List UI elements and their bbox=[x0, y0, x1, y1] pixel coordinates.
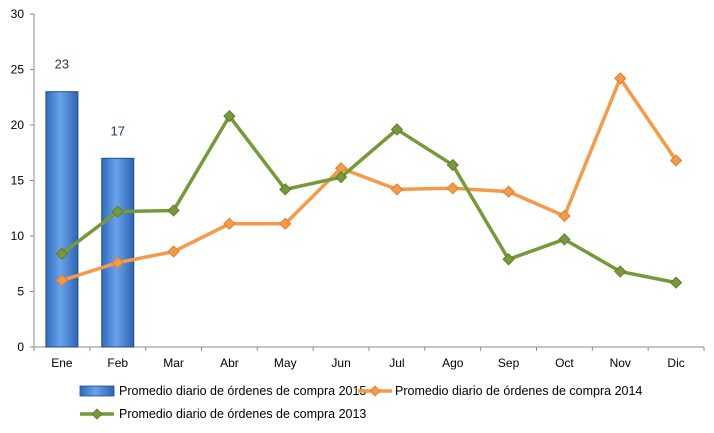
line-series bbox=[55, 72, 683, 289]
x-tick-label: Jul bbox=[389, 356, 404, 370]
point-marker bbox=[446, 182, 459, 195]
x-tick-label: Nov bbox=[610, 356, 631, 370]
point-marker bbox=[669, 276, 683, 289]
y-tick-label: 20 bbox=[11, 118, 25, 132]
y-tick-label: 5 bbox=[17, 285, 24, 299]
series-line-2014 bbox=[61, 76, 678, 283]
point-marker bbox=[614, 72, 627, 85]
x-tick-label: Feb bbox=[107, 356, 128, 370]
point-marker bbox=[669, 154, 683, 167]
tick-labels: 0 5 10 15 20 25 30 Ene Feb Mar Abr May Jun Jul Ago Sep O… bbox=[11, 7, 685, 370]
point-marker bbox=[334, 171, 348, 184]
bar bbox=[45, 91, 79, 348]
point-marker bbox=[390, 183, 404, 196]
y-tick-label: 0 bbox=[17, 340, 24, 354]
y-tick-label: 15 bbox=[11, 174, 25, 188]
point-marker bbox=[502, 253, 515, 266]
y-tick-label: 10 bbox=[11, 229, 25, 243]
x-tick-label: May bbox=[274, 356, 297, 370]
point-marker bbox=[390, 123, 404, 136]
series-line-2013 bbox=[60, 114, 677, 285]
bar bbox=[101, 157, 135, 348]
point-marker bbox=[279, 217, 292, 230]
x-tick-label: Mar bbox=[163, 356, 184, 370]
legend-label-2015: Promedio diario de órdenes de compra 201… bbox=[119, 384, 367, 398]
x-tick-label: Dic bbox=[667, 356, 684, 370]
point-marker bbox=[111, 256, 124, 269]
legend-swatch-2013 bbox=[80, 408, 114, 420]
point-marker bbox=[223, 217, 236, 230]
x-tick-label: Sep bbox=[498, 356, 520, 370]
legend-label-2013: Promedio diario de órdenes de compra 201… bbox=[119, 407, 367, 421]
point-marker bbox=[446, 158, 459, 172]
legend-swatch-2015 bbox=[79, 385, 115, 397]
legend-swatch-2014 bbox=[358, 385, 392, 397]
bar-series-2015 bbox=[45, 91, 135, 348]
x-tick-label: Ene bbox=[51, 356, 73, 370]
y-tick-label: 30 bbox=[11, 7, 25, 21]
x-tick-label: Ago bbox=[442, 356, 464, 370]
x-tick-label: Oct bbox=[555, 356, 574, 370]
y-tick-label: 25 bbox=[11, 63, 25, 77]
point-marker bbox=[558, 209, 571, 223]
point-marker bbox=[614, 265, 627, 278]
legend-item-2013: Promedio diario de órdenes de compra 201… bbox=[78, 407, 366, 421]
legend-item-2015: Promedio diario de órdenes de compra 201… bbox=[78, 384, 366, 398]
point-marker bbox=[502, 185, 515, 198]
point-marker bbox=[167, 245, 180, 258]
x-tick-label: Jun bbox=[331, 356, 350, 370]
legend-item-2014: Promedio diario de órdenes de compra 201… bbox=[358, 384, 642, 398]
legend-label-2014: Promedio diario de órdenes de compra 201… bbox=[395, 384, 643, 398]
x-tick-label: Abr bbox=[220, 356, 239, 370]
point-marker bbox=[111, 205, 124, 218]
point-marker bbox=[558, 233, 571, 246]
point-marker bbox=[223, 109, 236, 123]
point-marker bbox=[55, 247, 69, 260]
point-marker bbox=[279, 183, 292, 196]
point-marker bbox=[167, 204, 180, 217]
point-marker bbox=[55, 274, 69, 287]
bar-data-label: 23 bbox=[55, 57, 69, 72]
axes bbox=[30, 13, 705, 351]
bar-data-label: 17 bbox=[111, 123, 125, 138]
